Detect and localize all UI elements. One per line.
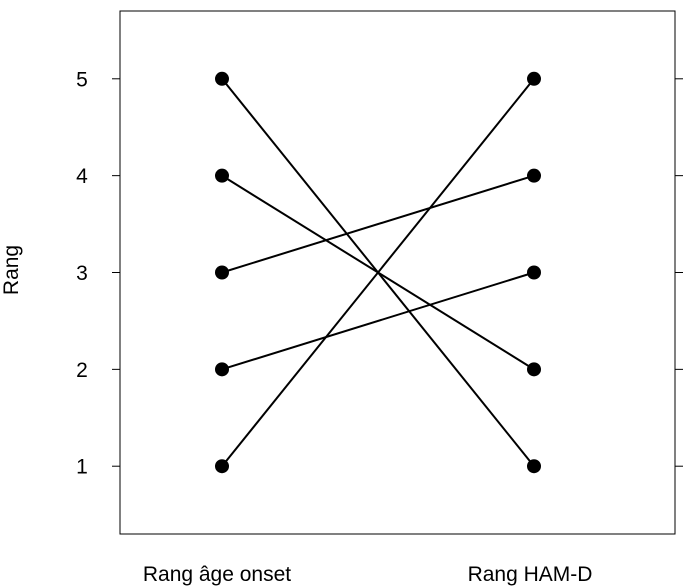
left-point	[215, 71, 229, 86]
category-label-left: Rang âge onset	[143, 563, 291, 586]
left-tick-label: 2	[76, 359, 88, 382]
right-point	[527, 362, 541, 377]
left-tick-label: 1	[76, 456, 88, 479]
left-point	[215, 168, 229, 183]
right-point	[527, 71, 541, 86]
y-axis-label: Rang	[0, 245, 23, 295]
right-point	[527, 168, 541, 183]
slope-line	[221, 174, 535, 274]
left-point	[215, 459, 229, 474]
right-point	[527, 459, 541, 474]
left-point	[215, 362, 229, 377]
series-lines	[221, 78, 535, 467]
left-tick-label: 5	[76, 68, 88, 91]
left-point	[215, 265, 229, 280]
right-point	[527, 265, 541, 280]
plot-frame	[119, 10, 676, 535]
slope-line	[221, 271, 535, 371]
left-tick-label: 3	[76, 262, 88, 285]
left-tick-label: 4	[76, 165, 88, 188]
category-label-right: Rang HAM-D	[468, 563, 593, 586]
series-points	[215, 71, 541, 474]
slope-line	[221, 78, 535, 467]
left-axis: 1 2 3 4 5	[76, 68, 120, 479]
